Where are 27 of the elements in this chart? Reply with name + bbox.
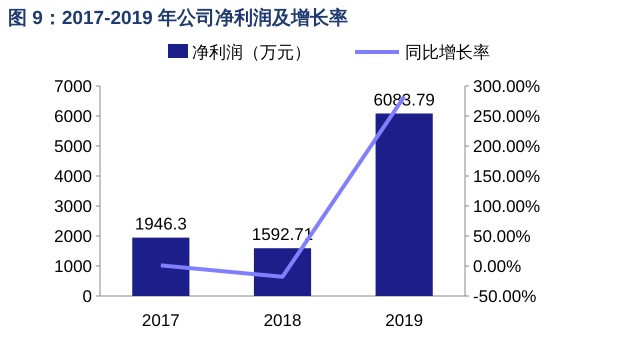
y2-tick-label: -50.00%	[473, 287, 536, 306]
data-label: 1946.3	[134, 214, 187, 234]
data-label: 6083.79	[373, 90, 435, 110]
y2-tick-label: 200.00%	[473, 137, 540, 156]
y2-tick-label: 100.00%	[473, 197, 540, 216]
x-tick-label: 2019	[385, 311, 424, 330]
y-tick-label: 4000	[54, 167, 92, 186]
y-tick-label: 3000	[54, 197, 92, 216]
y-tick-label: 0	[82, 287, 92, 306]
y-tick-label: 2000	[54, 227, 92, 246]
bar	[132, 238, 190, 296]
y2-tick-label: 50.00%	[473, 227, 531, 246]
y-tick-label: 7000	[54, 77, 92, 96]
chart-title: 图 9：2017-2019 年公司净利润及增长率	[8, 7, 348, 29]
x-tick-label: 2017	[142, 311, 180, 330]
legend-label: 同比增长率	[405, 43, 490, 62]
y-tick-label: 6000	[54, 107, 92, 126]
y2-tick-label: 250.00%	[473, 107, 540, 126]
y2-tick-label: 150.00%	[473, 167, 540, 186]
y2-tick-label: 300.00%	[473, 77, 540, 96]
x-tick-label: 2018	[264, 311, 302, 330]
y-tick-label: 1000	[54, 257, 92, 276]
bar	[254, 248, 312, 296]
legend-label: 净利润（万元）	[192, 43, 311, 62]
y-tick-label: 5000	[54, 137, 92, 156]
bar	[376, 113, 433, 296]
y2-tick-label: 0.00%	[473, 257, 522, 276]
